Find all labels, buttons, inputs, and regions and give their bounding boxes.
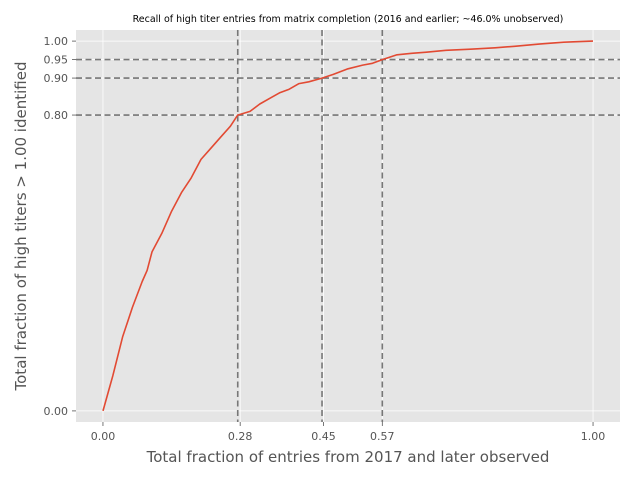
y-tick-label-4: 1.00 [44, 35, 69, 48]
y-axis-label: Total fraction of high titers > 1.00 ide… [12, 62, 30, 392]
y-tick-label-0: 0.00 [44, 405, 69, 418]
reference-lines [76, 30, 620, 422]
plot-area [76, 30, 620, 422]
x-tick-label-2: 0.45 [311, 430, 336, 443]
x-tick-label-0: 0.00 [91, 430, 116, 443]
y-tick-label-1: 0.80 [44, 109, 69, 122]
tick-labels: 0.00 0.28 0.45 0.57 1.00 0.00 0.80 0.90 0.95 1.00 [44, 35, 606, 443]
x-axis-label: Total fraction of entries from 2017 and … [146, 448, 550, 466]
series-line-0 [102, 40, 594, 412]
y-tick-label-2: 0.90 [44, 72, 69, 85]
x-tick-label-4: 1.00 [581, 430, 606, 443]
chart-title: Recall of high titer entries from matrix… [133, 14, 564, 25]
x-tick-label-3: 0.57 [370, 430, 395, 443]
x-tick-label-1: 0.28 [228, 430, 253, 443]
series-layer [102, 40, 594, 412]
y-tick-label-3: 0.95 [44, 54, 69, 67]
